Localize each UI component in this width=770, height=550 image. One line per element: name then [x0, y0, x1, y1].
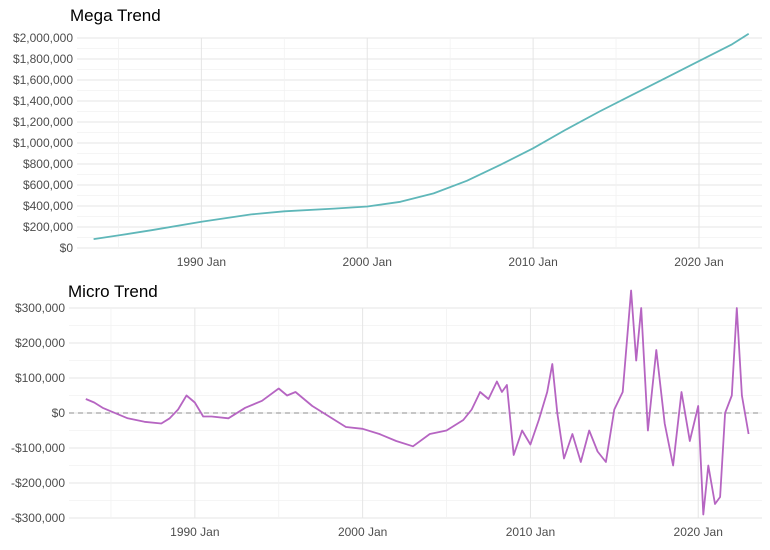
micro-x-tick-label: 1990 Jan: [170, 525, 219, 539]
mega-y-tick-label: $0: [60, 241, 74, 255]
micro-x-tick-label: 2020 Jan: [674, 525, 723, 539]
micro-y-tick-label: -$300,000: [11, 511, 65, 525]
mega-y-tick-label: $400,000: [23, 199, 73, 213]
micro-y-tick-label: $300,000: [15, 301, 65, 315]
chart-title-micro: Micro Trend: [68, 282, 158, 301]
mega-y-tick-label: $1,600,000: [13, 73, 73, 87]
mega-y-tick-label: $1,800,000: [13, 52, 73, 66]
mega-y-tick-label: $1,400,000: [13, 94, 73, 108]
mega-y-tick-label: $1,200,000: [13, 115, 73, 129]
mega-x-tick-label: 2010 Jan: [508, 255, 557, 269]
micro-y-tick-label: $0: [52, 406, 66, 420]
micro-x-tick-label: 2010 Jan: [506, 525, 555, 539]
mega-y-tick-label: $800,000: [23, 157, 73, 171]
mega-series-line: [93, 33, 750, 240]
mega-y-tick-label: $600,000: [23, 178, 73, 192]
mega-y-tick-label: $200,000: [23, 220, 73, 234]
micro-y-tick-label: -$200,000: [11, 476, 65, 490]
micro-y-tick-label: $100,000: [15, 371, 65, 385]
mega-x-tick-label: 2020 Jan: [674, 255, 723, 269]
mega-y-tick-label: $2,000,000: [13, 31, 73, 45]
mega-x-tick-label: 1990 Jan: [177, 255, 226, 269]
micro-series-line: [85, 289, 750, 516]
micro-y-tick-label: $200,000: [15, 336, 65, 350]
mega-y-tick-label: $1,000,000: [13, 136, 73, 150]
micro-y-tick-label: -$100,000: [11, 441, 65, 455]
mega-x-tick-label: 2000 Jan: [343, 255, 392, 269]
chart-title-mega: Mega Trend: [70, 6, 161, 25]
micro-x-tick-label: 2000 Jan: [338, 525, 387, 539]
